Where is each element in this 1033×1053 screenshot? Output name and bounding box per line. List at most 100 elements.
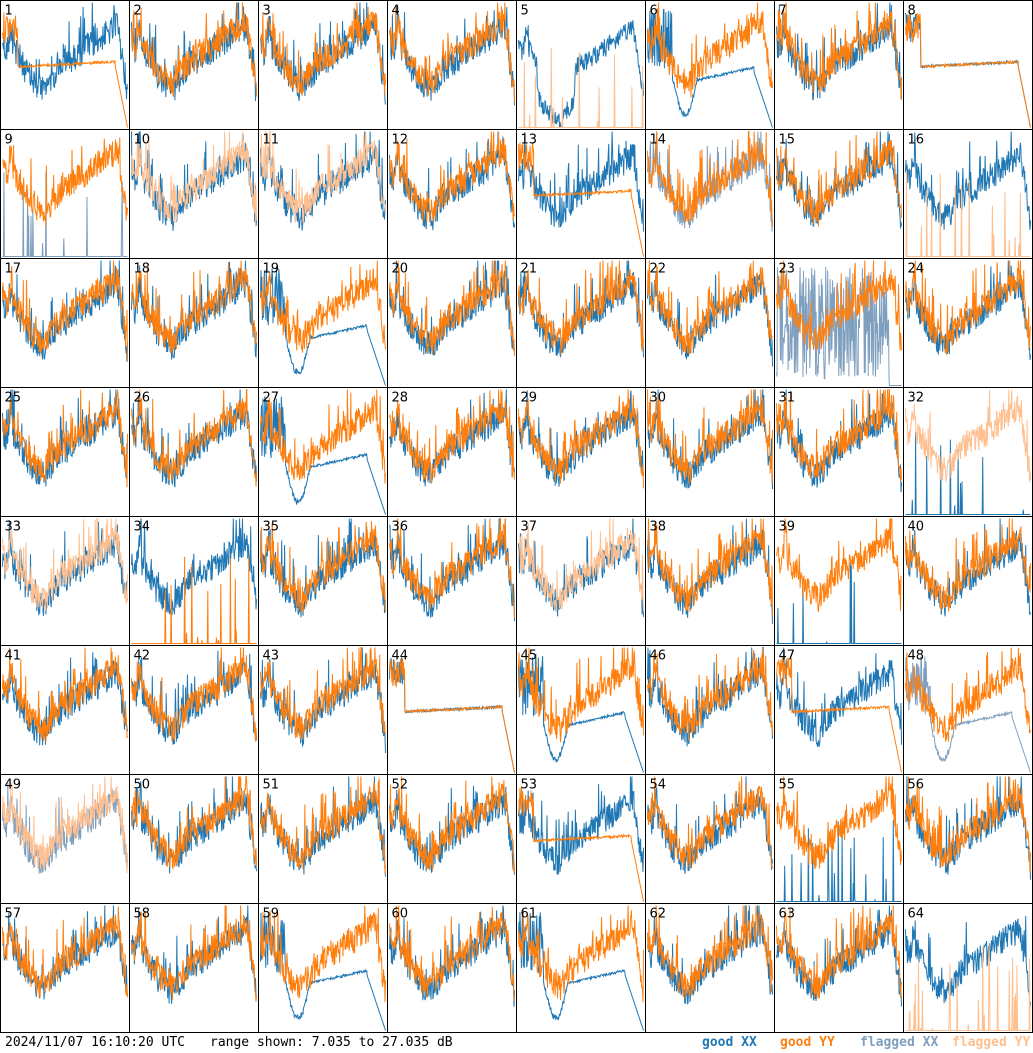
panel-1: 1 xyxy=(0,0,130,130)
series-yy-line xyxy=(905,943,1031,1031)
panel-label: 42 xyxy=(134,649,151,664)
series-yy-line xyxy=(518,518,644,613)
series-yy-line xyxy=(2,647,128,743)
panel-48: 48 xyxy=(903,645,1033,775)
panel-label: 35 xyxy=(263,520,280,535)
panel-label: 16 xyxy=(908,133,925,148)
panel-34: 34 xyxy=(129,516,259,646)
panel-label: 41 xyxy=(5,649,22,664)
panel-label: 11 xyxy=(263,133,280,148)
series-yy-line xyxy=(776,905,902,999)
panel-7: 7 xyxy=(774,0,904,130)
panel-label: 43 xyxy=(263,649,280,664)
series-yy-line xyxy=(260,131,386,225)
series-yy-line xyxy=(905,647,1031,742)
panel-label: 63 xyxy=(779,907,796,922)
series-xx-line xyxy=(776,820,902,902)
series-yy-line xyxy=(905,776,1031,873)
series-xx-line xyxy=(260,912,386,1031)
series-yy-line xyxy=(260,389,386,484)
legend-good-yy: good YY xyxy=(780,1035,835,1050)
panel-45: 45 xyxy=(516,645,646,775)
panel-5: 5 xyxy=(516,0,646,130)
series-yy-line xyxy=(776,518,902,612)
panel-label: 48 xyxy=(908,649,925,664)
series-yy-line xyxy=(776,2,902,101)
panel-label: 13 xyxy=(521,133,538,148)
legend-flagged-yy: flagged YY xyxy=(952,1035,1031,1050)
panel-35: 35 xyxy=(258,516,388,646)
panel-13: 13 xyxy=(516,129,646,259)
panel-8: 8 xyxy=(903,0,1033,130)
panel-51: 51 xyxy=(258,774,388,904)
panel-58: 58 xyxy=(129,903,259,1033)
series-xx-line xyxy=(2,171,128,257)
panel-label: 37 xyxy=(521,520,538,535)
panel-12: 12 xyxy=(387,129,517,259)
panel-label: 27 xyxy=(263,391,280,406)
series-xx-line xyxy=(2,652,128,746)
panel-label: 33 xyxy=(5,520,22,535)
panel-label: 38 xyxy=(650,520,667,535)
panel-4: 4 xyxy=(387,0,517,130)
panel-14: 14 xyxy=(645,129,775,259)
panel-label: 54 xyxy=(650,778,667,793)
series-yy-line xyxy=(776,260,902,351)
series-yy-line xyxy=(131,556,257,644)
panel-label: 60 xyxy=(392,907,409,922)
panel-label: 28 xyxy=(392,391,409,406)
panel-50: 50 xyxy=(129,774,259,904)
panel-21: 21 xyxy=(516,258,646,388)
series-yy-line xyxy=(389,905,515,1001)
panel-39: 39 xyxy=(774,516,904,646)
panel-64: 64 xyxy=(903,903,1033,1033)
series-xx-line xyxy=(518,912,644,1031)
timestamp: 2024/11/07 16:10:20 UTC xyxy=(5,1035,186,1050)
panel-label: 2 xyxy=(134,4,142,19)
panel-label: 18 xyxy=(134,262,151,277)
panel-25: 25 xyxy=(0,387,130,517)
panel-label: 52 xyxy=(392,778,409,793)
panel-label: 46 xyxy=(650,649,667,664)
panel-frame xyxy=(516,903,646,1033)
panel-frame xyxy=(774,129,904,259)
panel-17: 17 xyxy=(0,258,130,388)
footer: 2024/11/07 16:10:20 UTC range shown: 7.0… xyxy=(0,1033,1033,1053)
panel-19: 19 xyxy=(258,258,388,388)
series-yy-line xyxy=(776,131,902,227)
panel-label: 58 xyxy=(134,907,151,922)
series-yy-line xyxy=(2,906,128,998)
panel-label: 15 xyxy=(779,133,796,148)
legend-good-xx: good XX xyxy=(702,1035,757,1050)
series-yy-line xyxy=(2,260,128,362)
panel-61: 61 xyxy=(516,903,646,1033)
series-xx-line xyxy=(905,431,1031,515)
panel-frame xyxy=(903,387,1033,517)
series-yy-line xyxy=(518,389,644,489)
panel-46: 46 xyxy=(645,645,775,775)
panel-label: 40 xyxy=(908,520,925,535)
series-yy-line xyxy=(131,2,257,97)
panel-label: 57 xyxy=(5,907,22,922)
panel-23: 23 xyxy=(774,258,904,388)
panel-59: 59 xyxy=(258,903,388,1033)
series-xx-line xyxy=(518,776,644,875)
series-yy-line xyxy=(2,137,128,226)
series-yy-line xyxy=(647,131,773,227)
series-yy-line xyxy=(905,389,1031,483)
series-yy-line xyxy=(131,131,257,226)
series-yy-line xyxy=(260,2,386,96)
series-xx-line xyxy=(518,653,644,773)
panel-label: 19 xyxy=(263,262,280,277)
panel-16: 16 xyxy=(903,129,1033,259)
panel-54: 54 xyxy=(645,774,775,904)
panel-30: 30 xyxy=(645,387,775,517)
panel-22: 22 xyxy=(645,258,775,388)
series-xx-line xyxy=(518,20,644,128)
panel-3: 3 xyxy=(258,0,388,130)
panel-label: 32 xyxy=(908,391,925,406)
series-yy-line xyxy=(389,776,515,873)
series-yy-line xyxy=(389,260,515,357)
series-yy-line xyxy=(905,11,1031,128)
